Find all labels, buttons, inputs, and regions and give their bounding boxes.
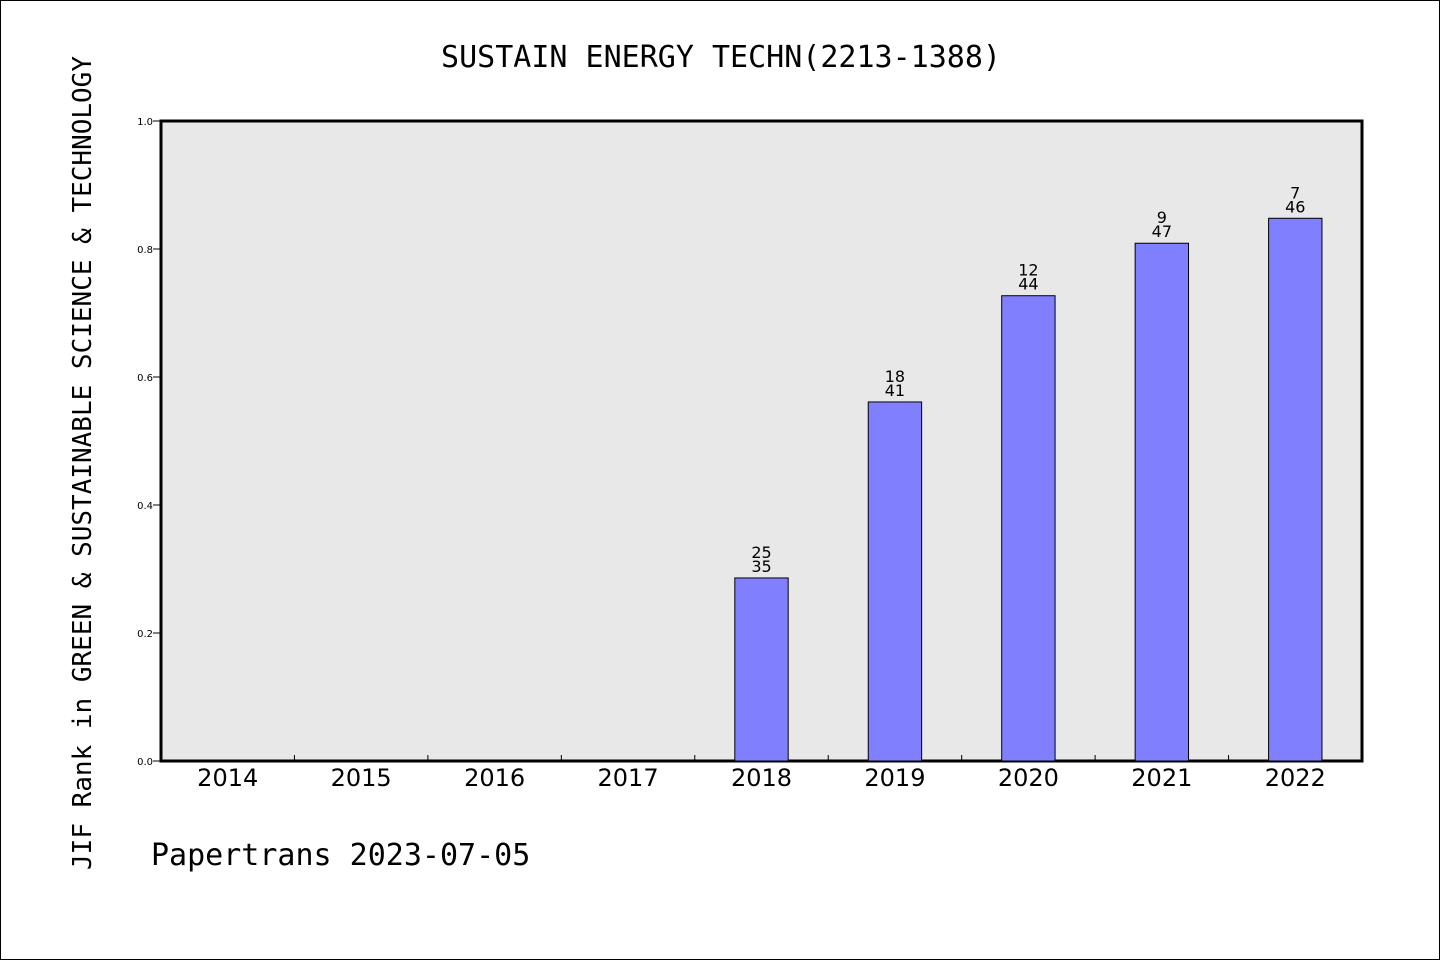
x-tick-label: 2019 bbox=[864, 764, 925, 792]
y-axis-label: JIF Rank in GREEN & SUSTAINABLE SCIENCE … bbox=[68, 56, 98, 870]
x-tick-label: 2014 bbox=[197, 764, 258, 792]
bar-series bbox=[734, 217, 1323, 762]
y-tick-label: 0.6 bbox=[137, 373, 153, 384]
y-tick-label: 0.4 bbox=[137, 501, 153, 512]
bar-total-label: 41 bbox=[885, 381, 905, 400]
x-tick-label: 2022 bbox=[1265, 764, 1326, 792]
y-axis-ticks: 0.0 0.2 0.4 0.6 0.8 1.0 bbox=[137, 117, 161, 768]
x-axis-ticks: 2014 2015 2016 2017 2018 2019 2020 2021 2022 bbox=[197, 755, 1326, 792]
y-tick-label: 0.2 bbox=[137, 629, 153, 640]
x-tick-label: 2018 bbox=[731, 764, 792, 792]
x-tick-label: 2015 bbox=[331, 764, 392, 792]
y-tick-label: 0.0 bbox=[137, 757, 153, 768]
x-tick-label: 2021 bbox=[1131, 764, 1192, 792]
bar bbox=[1001, 295, 1056, 762]
bar-total-label: 46 bbox=[1285, 197, 1305, 216]
bar-rank-label: 9 bbox=[1157, 208, 1167, 227]
bar bbox=[1134, 242, 1190, 762]
bar bbox=[867, 401, 923, 762]
y-tick-label: 0.8 bbox=[137, 245, 153, 256]
bar-total-label: 47 bbox=[1152, 222, 1172, 241]
x-tick-label: 2020 bbox=[998, 764, 1059, 792]
y-tick-label: 1.0 bbox=[137, 117, 153, 128]
bar-rank-label: 7 bbox=[1290, 183, 1300, 202]
bar-total-label: 35 bbox=[751, 557, 771, 576]
chart-title: SUSTAIN ENERGY TECHN(2213-1388) bbox=[441, 40, 1001, 75]
bar bbox=[1268, 217, 1323, 762]
footer-credit: Papertrans 2023-07-05 bbox=[151, 838, 530, 873]
bar bbox=[734, 577, 789, 762]
bar-rank-label: 18 bbox=[885, 367, 905, 386]
bar-rank-label: 12 bbox=[1018, 261, 1038, 280]
bar-total-label: 44 bbox=[1018, 275, 1038, 294]
x-tick-label: 2016 bbox=[464, 764, 525, 792]
x-tick-label: 2017 bbox=[598, 764, 659, 792]
bar-rank-label: 25 bbox=[751, 543, 771, 562]
